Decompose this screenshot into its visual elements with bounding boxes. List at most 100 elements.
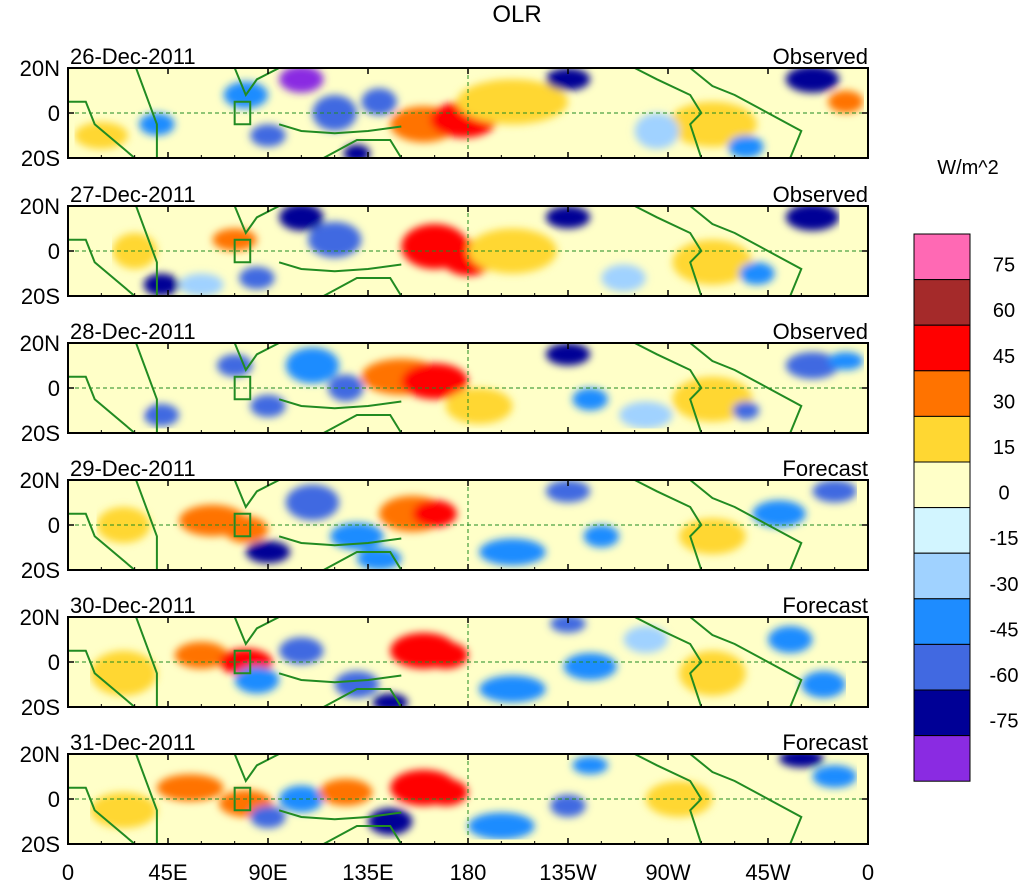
- x-tick-label: 45E: [148, 860, 187, 885]
- coastline: [68, 754, 158, 844]
- y-tick-label: 0: [48, 787, 60, 812]
- x-tick-label: 0: [62, 860, 74, 885]
- colorbar-tick-label: 30: [993, 391, 1015, 413]
- panel-date-label: 31-Dec-2011: [70, 730, 196, 755]
- coastline: [278, 535, 402, 547]
- anomaly-core: [592, 530, 611, 542]
- anomaly-core: [336, 381, 355, 395]
- anomaly-core: [259, 811, 277, 823]
- anomaly-core: [823, 770, 846, 783]
- anomaly-core: [418, 372, 452, 391]
- colorbar-tick-label: 45: [993, 346, 1015, 368]
- anomaly-core: [836, 96, 855, 108]
- y-tick-label: 20N: [20, 56, 60, 81]
- y-tick-label: 0: [48, 376, 60, 401]
- colorbar-tick-label: -60: [990, 665, 1019, 687]
- coastline: [68, 68, 158, 158]
- index-box: [233, 100, 252, 126]
- coastline: [278, 123, 402, 135]
- anomaly-core: [332, 785, 360, 799]
- anomaly-core: [256, 546, 280, 558]
- colorbar-swatch: [913, 689, 971, 737]
- anomaly-core: [812, 677, 835, 692]
- anomaly-patch: [601, 264, 646, 292]
- anomaly-patch: [619, 401, 673, 429]
- x-tick-label: 180: [450, 860, 487, 885]
- anomaly-core: [790, 754, 813, 763]
- anomaly-patch: [96, 507, 151, 543]
- anomaly-patch: [623, 626, 668, 653]
- colorbar-swatch: [913, 461, 971, 509]
- x-tick-label: 90E: [248, 860, 287, 885]
- x-tick-label: 90W: [645, 860, 690, 885]
- y-tick-label: 0: [48, 650, 60, 675]
- y-tick-label: 20S: [21, 558, 60, 583]
- coastline: [634, 206, 803, 296]
- anomaly-core: [799, 358, 826, 373]
- coastlines: [68, 206, 803, 296]
- anomaly-core: [581, 760, 600, 770]
- colorbar-swatch: [913, 643, 971, 691]
- coastline: [278, 809, 402, 821]
- panel-kind-label: Observed: [773, 319, 868, 344]
- colorbar-tick-label: 0: [998, 483, 1009, 505]
- y-tick-label: 20S: [21, 695, 60, 720]
- anomaly-core: [836, 356, 855, 366]
- index-box: [233, 512, 252, 538]
- panel-5: 20N 0 20S 30-Dec-2011 Forecast: [20, 593, 869, 720]
- panel-2: 20N 0 20S 27-Dec-2011 Observed: [20, 182, 869, 309]
- coastline: [278, 672, 402, 684]
- panel-kind-label: Forecast: [782, 730, 868, 755]
- colorbar-swatch: [913, 233, 971, 281]
- anomaly-core: [290, 644, 313, 658]
- anomaly-core: [368, 553, 391, 565]
- anomaly-core: [739, 406, 753, 415]
- x-tick-label: 135E: [342, 860, 393, 885]
- anomaly-core: [556, 211, 580, 223]
- index-box: [233, 238, 252, 264]
- x-axis: 0 45E 90E 135E 180 135W 90W 45W 0: [62, 860, 874, 885]
- anomaly-core: [823, 485, 846, 497]
- anomaly-core: [779, 632, 802, 647]
- anomaly-core: [152, 409, 171, 421]
- anomaly-core: [232, 796, 260, 811]
- anomaly-core: [736, 141, 755, 153]
- anomaly-patch: [672, 239, 753, 285]
- anomaly-core: [581, 393, 600, 405]
- coastline: [634, 617, 803, 707]
- anomaly-patch: [90, 792, 157, 829]
- anomaly-core: [290, 72, 313, 86]
- anomaly-core: [556, 348, 580, 360]
- colorbar-swatch: [913, 552, 971, 600]
- anomaly-patch: [79, 376, 146, 422]
- colorbar-tick-label: -45: [990, 619, 1019, 641]
- anomaly-core: [299, 493, 326, 512]
- y-tick-label: 20S: [21, 146, 60, 171]
- colorbar-swatch: [913, 370, 971, 417]
- x-tick-label: 0: [862, 860, 874, 885]
- colorbar-tick-label: 75: [993, 255, 1015, 277]
- y-tick-label: 20N: [20, 742, 60, 767]
- anomaly-core: [234, 522, 257, 537]
- anomaly-core: [152, 279, 171, 291]
- y-tick-label: 20N: [20, 331, 60, 356]
- panel-4: 20N 0 20S 29-Dec-2011 Forecast: [20, 456, 869, 583]
- anomaly-core: [350, 149, 364, 158]
- anomaly-core: [379, 814, 402, 829]
- y-tick-label: 20N: [20, 605, 60, 630]
- anomaly-core: [343, 529, 371, 543]
- coastline: [634, 480, 803, 570]
- panel-date-label: 26-Dec-2011: [70, 44, 196, 69]
- x-tick-label: 135W: [539, 860, 597, 885]
- coastline: [634, 754, 803, 844]
- panel-1: 20N 0 20S 26-Dec-2011 Observed: [20, 44, 869, 171]
- coastline: [323, 825, 403, 844]
- anomaly-patch: [179, 273, 224, 296]
- colorbar-swatch: [913, 415, 971, 463]
- anomaly-core: [195, 512, 230, 529]
- anomaly-core: [559, 800, 577, 812]
- y-tick-label: 0: [48, 239, 60, 264]
- anomaly-core: [173, 781, 207, 795]
- anomaly-core: [225, 359, 244, 372]
